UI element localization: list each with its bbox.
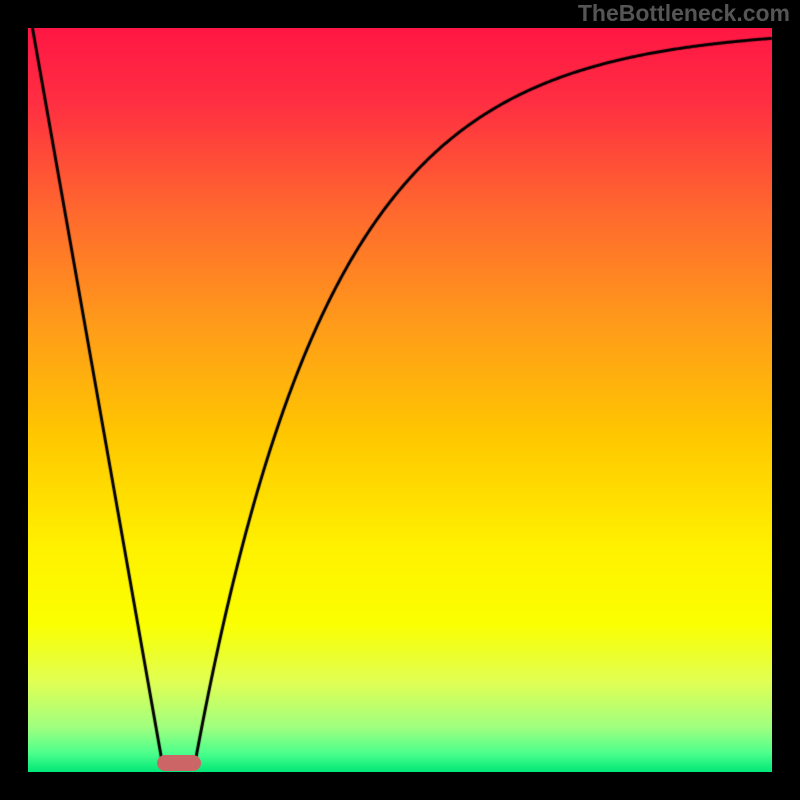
watermark-text: TheBottleneck.com (578, 0, 790, 27)
optimal-range-marker (157, 755, 201, 771)
plot-area (28, 28, 772, 772)
chart-container: TheBottleneck.com (0, 0, 800, 800)
bottleneck-curve (28, 28, 772, 772)
